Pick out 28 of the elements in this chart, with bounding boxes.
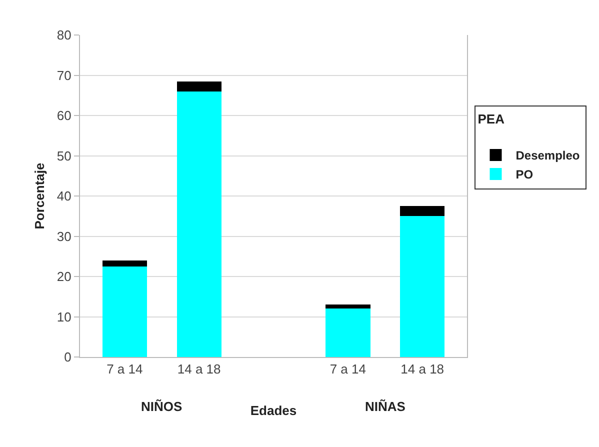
y-tick-label: 70	[56, 68, 72, 83]
bar	[400, 206, 445, 216]
x-tick-label: 14 a 18	[400, 362, 444, 377]
y-tick-label: 0	[64, 350, 72, 365]
legend-title: PEA	[478, 112, 506, 127]
legend-label: Desempleo	[516, 148, 580, 163]
x-tick-label: 14 a 18	[177, 362, 221, 377]
text: NIÑAS	[365, 399, 406, 414]
x-axis-title: Edades	[250, 403, 297, 418]
y-tick-label: 50	[56, 148, 72, 164]
y-tick-label: 40	[56, 188, 72, 204]
y-tick-label: 20	[56, 269, 72, 284]
x-tick-label: 7 a 14	[106, 362, 143, 377]
legend-label: PO	[516, 168, 534, 182]
bar	[176, 81, 222, 92]
y-tick-label: 30	[56, 228, 72, 244]
bar	[102, 266, 147, 357]
y-tick-label: 60	[56, 108, 72, 124]
bar	[102, 260, 147, 266]
bar	[176, 91, 222, 357]
y-tick-label: 10	[56, 309, 72, 324]
x-tick-label: 7 a 14	[330, 362, 366, 377]
y-axis-title: Porcentaje	[32, 162, 47, 230]
bar	[326, 308, 370, 357]
y-tick-label: 80	[56, 28, 72, 43]
bar	[326, 304, 370, 309]
bar	[400, 216, 445, 357]
text: NIÑOS	[141, 399, 182, 414]
